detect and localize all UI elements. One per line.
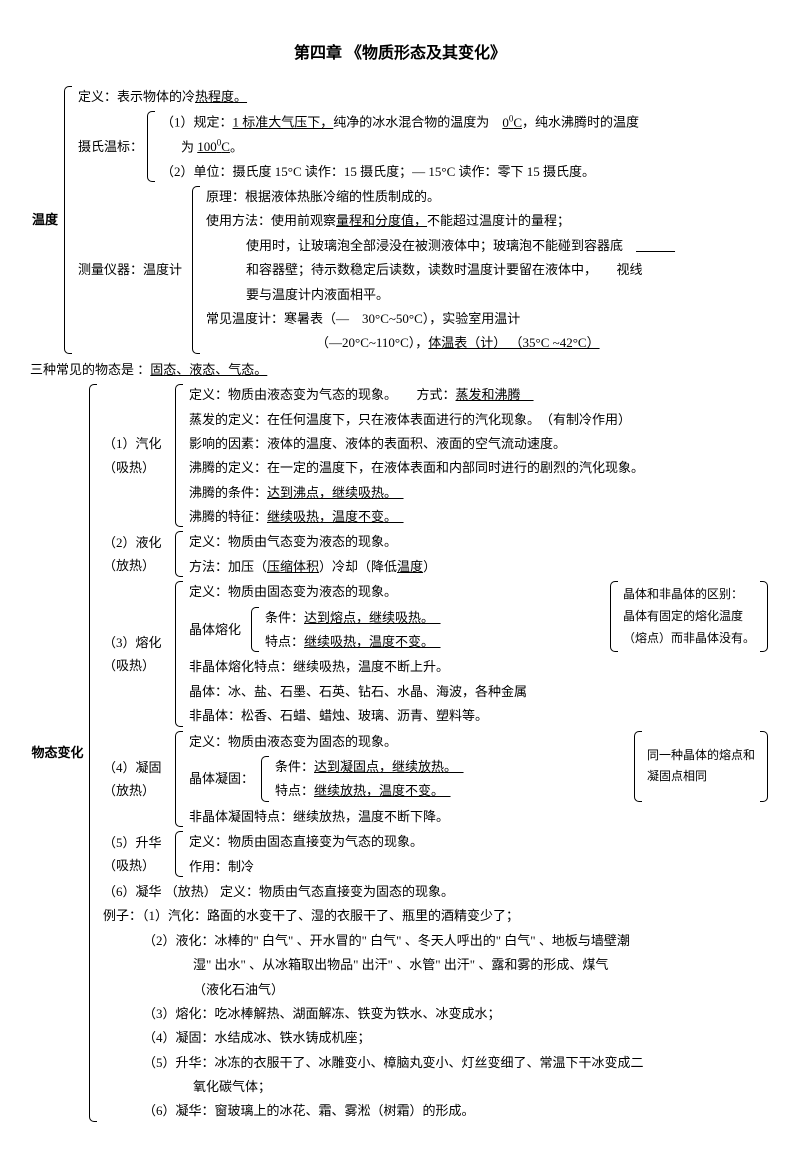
ng-def: 定义：物质由液态变为固态的现象。 <box>189 730 627 753</box>
brace <box>173 529 185 579</box>
changjian1: 常见温度计：寒暑表（— 30°C~50°C），实验室用温计 <box>206 307 770 330</box>
ng-jingti-tz: 特点：继续放热，温度不变。 <box>275 779 627 802</box>
ng-note: 同一种晶体的熔点和 凝固点相同 <box>632 729 770 804</box>
sheshi-rule1b: 为 1000C。 <box>161 135 770 159</box>
brace <box>632 729 644 804</box>
ng-jingti-tj: 条件：达到凝固点，继续放热。 <box>275 755 627 778</box>
sanzhong: 三种常见的物态是 ：固态、液态、气态。 <box>30 358 770 381</box>
qh-feiteng-tz: 沸腾的特征：继续吸热，温度不变。 <box>189 505 770 528</box>
rh-feijingti: 非晶体熔化特点：继续吸热，温度不断上升。 <box>189 655 770 678</box>
rh-jingti-tj: 条件：达到熔点，继续吸热。 <box>265 606 603 629</box>
brace <box>145 109 157 184</box>
lizi2b: 湿" 出水" 、从冰箱取出物品" 出汗" 、水管" 出汗" 、露和雾的形成、煤气 <box>103 953 770 976</box>
lizi3: （3）熔化：吃冰棒解热、湖面解冻、铁变为铁水、冰变成水； <box>103 1002 770 1025</box>
sh-zuoyong: 作用：制冷 <box>189 855 770 878</box>
sheshi-rule1: （1）规定：1 标准大气压下，纯净的冰水混合物的温度为 00C，纯水沸腾时的温度 <box>161 110 770 134</box>
shiyong3: 和容器壁；待示数稳定后读数，读数时温度计要留在液体中， 视线 <box>206 258 770 281</box>
chapter-title: 第四章 《物质形态及其变化》 <box>30 40 770 69</box>
jingti-ng-label: 晶体凝固： <box>189 754 259 804</box>
yh-fangfa: 方法：加压（压缩体积）冷却（降低温度） <box>189 555 770 578</box>
qh-feiteng-def: 沸腾的定义：在一定的温度下，在液体表面和内部同时进行的剧烈的汽化现象。 <box>189 456 770 479</box>
qh-def: 定义：物质由液态变为气态的现象。 方式：蒸发和沸腾 <box>189 383 770 406</box>
ninghua: （6）凝华 （放热） 定义：物质由气态直接变为固态的现象。 <box>103 880 770 903</box>
yehua-label: （2）液化（放热） <box>103 529 173 579</box>
lizi5: （5）升华：冰冻的衣服干了、冰雕变小、樟脑丸变小、灯丝变细了、常温下干冰变成二 <box>103 1051 770 1074</box>
brace <box>173 829 185 879</box>
wutai-label: 物态变化 <box>30 382 87 1124</box>
brace <box>608 579 620 654</box>
jingti-rh-label: 晶体熔化 <box>189 605 249 655</box>
sheshi-label: 摄氏温标： <box>78 109 145 184</box>
wendu-def: 定义：表示物体的冷热程度。 <box>78 85 770 108</box>
rh-note: 晶体和非晶体的区别： 晶体有固定的熔化温度 （熔点）而非晶体没有。 <box>608 579 770 654</box>
lizi5b: 氧化碳气体； <box>103 1075 770 1098</box>
brace <box>62 84 74 356</box>
rh-feijingti-list: 非晶体：松香、石蜡、蜡烛、玻璃、沥青、塑料等。 <box>189 704 770 727</box>
rh-jingti-tz: 特点：继续吸热，温度不变。 <box>265 630 603 653</box>
lizi2c: （液化石油气） <box>103 978 770 1001</box>
ronghua-label: （3）熔化（吸热） <box>103 579 173 728</box>
brace <box>87 382 99 1124</box>
brace <box>173 579 185 728</box>
lizi6: （6）凝华：窗玻璃上的冰花、霜、雾淞（树霜）的形成。 <box>103 1099 770 1122</box>
qh-zhengfa: 蒸发的定义：在任何温度下，只在液体表面进行的汽化现象。 （有制冷作用） <box>189 408 770 431</box>
wutai-section: 物态变化 （1）汽化（吸热） 定义：物质由液态变为气态的现象。 方式：蒸发和沸腾… <box>30 382 770 1124</box>
rh-jingti-list: 晶体：冰、盐、石墨、石英、钻石、水晶、海波，各种金属 <box>189 680 770 703</box>
shiyong1: 使用方法：使用前观察量程和分度值，不能超过温度计的量程； <box>206 209 770 232</box>
brace <box>259 754 271 804</box>
ng-feijingti: 非晶体凝固特点：继续放热，温度不断下降。 <box>189 805 770 828</box>
ninggu-label: （4）凝固（放热） <box>103 729 173 830</box>
brace <box>249 605 261 655</box>
rh-def: 定义：物质由固态变为液态的现象。 <box>189 580 603 603</box>
wendu-section: 温度 定义：表示物体的冷热程度。 摄氏温标： （1）规定：1 标准大气压下，纯净… <box>30 84 770 356</box>
brace <box>758 729 770 804</box>
brace <box>173 382 185 529</box>
brace <box>190 184 202 356</box>
changjian2: （—20°C~110°C），体温表（计） （35°C ~42°C） <box>206 331 770 354</box>
sheshi-rule2: （2）单位：摄氏度 15°C 读作：15 摄氏度；— 15°C 读作：零下 15… <box>161 160 770 183</box>
lizi4: （4）凝固：水结成冰、铁水铸成机座； <box>103 1026 770 1049</box>
qh-yingxiang: 影响的因素：液体的温度、液体的表面积、液面的空气流动速度。 <box>189 432 770 455</box>
yh-def: 定义：物质由气态变为液态的现象。 <box>189 530 770 553</box>
brace <box>758 579 770 654</box>
lizi2: （2）液化：冰棒的" 白气" 、开水冒的" 白气" 、冬天人呼出的" 白气" 、… <box>103 929 770 952</box>
lizi1: 例子：（1）汽化：路面的水变干了、湿的衣服干了、瓶里的酒精变少了； <box>103 904 770 927</box>
brace <box>173 729 185 830</box>
wendu-label: 温度 <box>30 84 62 356</box>
yuanli: 原理：根据液体热胀冷缩的性质制成的。 <box>206 185 770 208</box>
sh-def: 定义：物质由固态直接变为气态的现象。 <box>189 830 770 853</box>
shiyong4: 要与温度计内液面相平。 <box>206 283 770 306</box>
celiang-label: 测量仪器：温度计 <box>78 184 190 356</box>
qihua-label: （1）汽化（吸热） <box>103 382 173 529</box>
qh-feiteng-tj: 沸腾的条件：达到沸点，继续吸热。 <box>189 481 770 504</box>
shiyong2: 使用时，让玻璃泡全部浸没在被测液体中；玻璃泡不能碰到容器底 <box>206 234 770 257</box>
shenghua-label: （5）升华（吸热） <box>103 829 173 879</box>
